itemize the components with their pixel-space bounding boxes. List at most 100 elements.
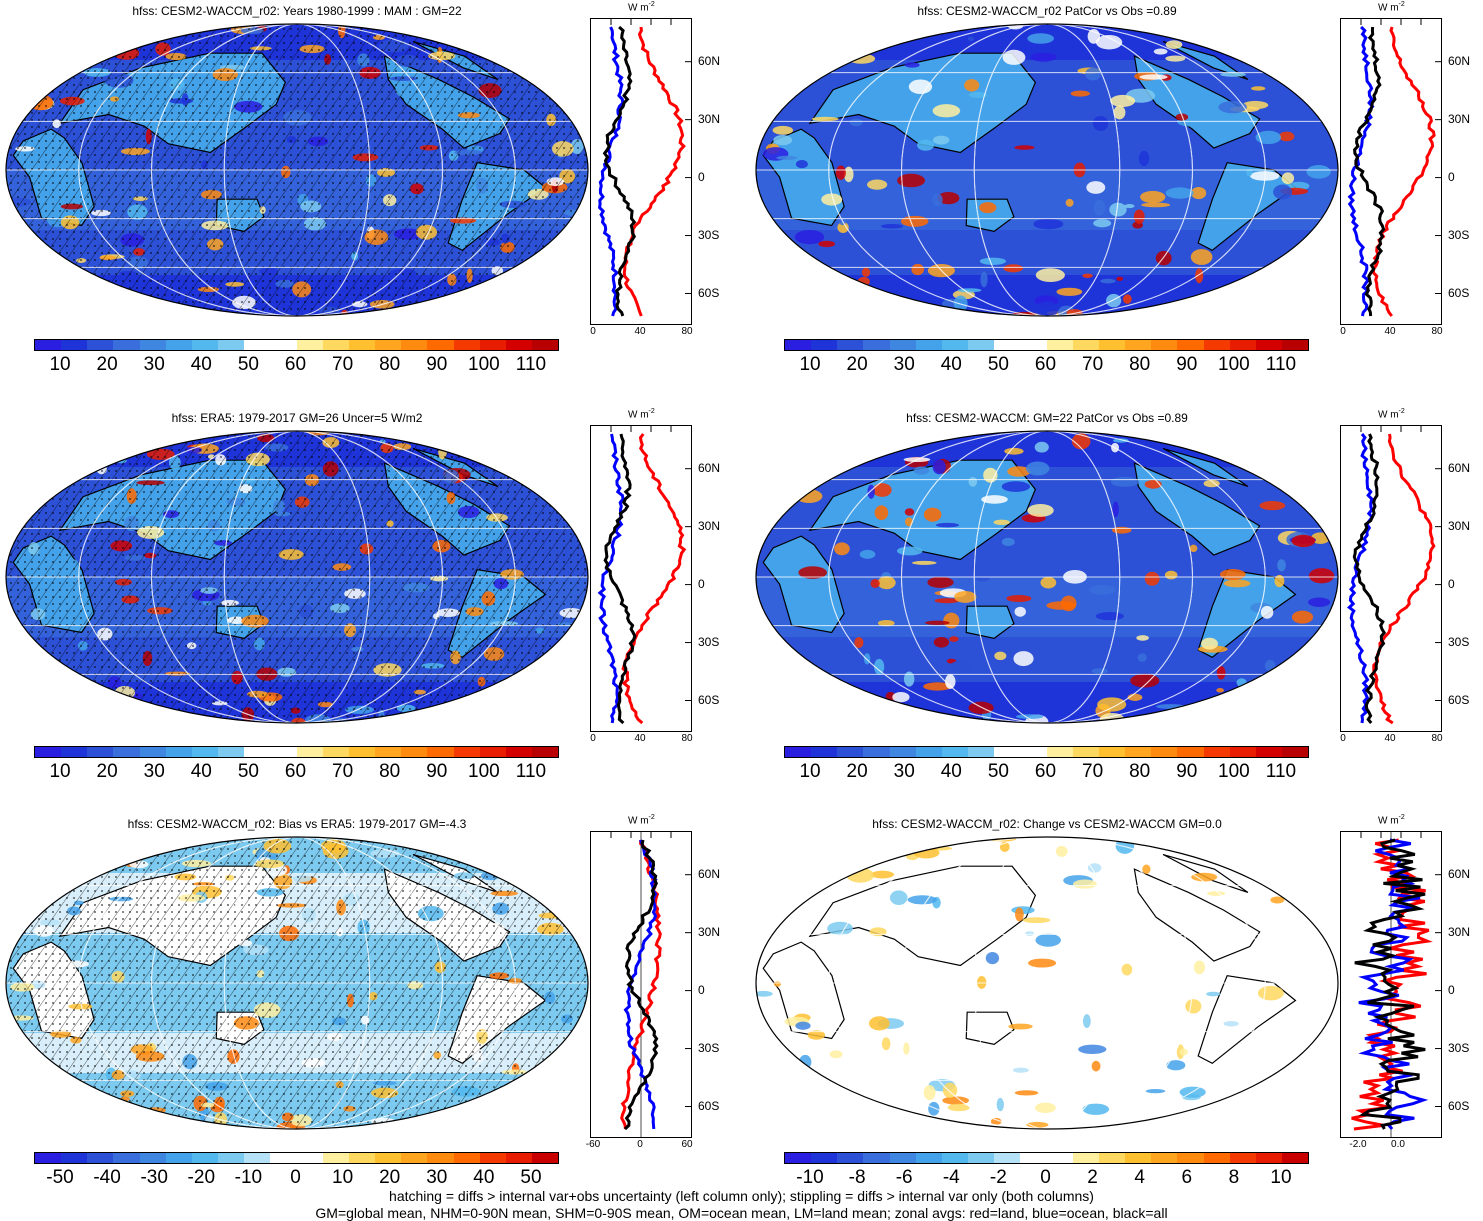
colorbar-swatch <box>35 340 62 350</box>
colorbar-swatch <box>61 747 88 757</box>
panel-title: hfss: CESM2-WACCM_r02 PatCor vs Obs =0.8… <box>917 4 1177 18</box>
map-border <box>5 430 589 724</box>
latitude-label: 60S <box>1448 1098 1470 1113</box>
colorbar-swatch <box>244 747 271 757</box>
colorbar-swatch <box>113 747 140 757</box>
unit-text: W m <box>1378 815 1399 827</box>
continent-outline <box>965 198 1015 232</box>
colorbar-swatch <box>1255 1153 1282 1163</box>
colorbar-swatch <box>837 747 864 757</box>
world-map <box>755 430 1339 724</box>
continent-outline <box>1162 40 1249 81</box>
unit-exponent: -2 <box>648 814 655 821</box>
colorbar-swatch <box>994 747 1021 757</box>
continent-outline <box>1162 447 1249 488</box>
latitude-label: 30S <box>698 634 720 649</box>
colorbar-swatch <box>479 1153 506 1163</box>
zonal-mean-plot <box>1340 425 1442 732</box>
unit-exponent: -2 <box>1398 408 1405 415</box>
colorbar-swatch <box>375 340 402 350</box>
latitude-label: 60S <box>1448 692 1470 707</box>
colorbar-swatch <box>218 1153 245 1163</box>
zonal-axis-tick: 40 <box>634 326 646 337</box>
colorbar-swatch <box>1151 340 1178 350</box>
colorbar-swatch <box>453 1153 480 1163</box>
colorbar-swatch <box>61 1153 88 1163</box>
colorbar-swatch <box>1072 747 1099 757</box>
continent-outline <box>965 1011 1015 1045</box>
colorbar <box>784 746 1309 758</box>
colorbar-swatch <box>785 747 812 757</box>
zonal-axis-tick: 60 <box>681 1139 693 1150</box>
colorbar-swatch <box>348 747 376 757</box>
latitude-label: 0 <box>698 982 705 997</box>
colorbar-swatch <box>35 1153 62 1163</box>
colorbar-swatch <box>453 340 480 350</box>
map-border <box>5 836 589 1130</box>
colorbar-swatch <box>322 747 349 757</box>
colorbar-swatch <box>1229 1153 1256 1163</box>
colorbar-swatch <box>401 747 428 757</box>
colorbar-swatch <box>941 340 969 350</box>
zonal-unit-label: W m-2 <box>628 814 655 826</box>
land-zonal-line <box>622 26 686 317</box>
colorbar-swatch <box>1098 340 1126 350</box>
footer-line-2: GM=global mean, NHM=0-90N mean, SHM=0-90… <box>315 1205 1168 1221</box>
colorbar-labels: 10 20 30 40 50 60 70 80 90 100 110 <box>799 354 1297 375</box>
colorbar-swatch <box>889 340 916 350</box>
ocean-zonal-line <box>1358 838 1429 1130</box>
colorbar-swatch <box>139 340 166 350</box>
latitude-label: 30N <box>698 518 721 533</box>
unit-text: W m <box>628 815 649 827</box>
colorbar-swatch <box>531 340 559 350</box>
latitude-label: 0 <box>1448 982 1455 997</box>
land-zonal-line <box>1372 433 1436 725</box>
colorbar-swatch <box>427 747 454 757</box>
latitude-label: 60S <box>698 285 720 300</box>
colorbar-swatch <box>244 340 271 350</box>
ocean-zonal-line <box>597 433 625 724</box>
colorbar-swatch <box>811 340 838 350</box>
colorbar-swatch <box>139 1153 166 1163</box>
colorbar-swatch <box>1151 747 1178 757</box>
colorbar-swatch <box>1072 1153 1099 1163</box>
colorbar-swatch <box>427 1153 454 1163</box>
graticule <box>6 431 588 723</box>
latitude-label: 60N <box>698 866 721 881</box>
zonal-axis-tick: 0 <box>637 1139 643 1150</box>
colorbar-swatch <box>1046 1153 1073 1163</box>
latitude-label: 30N <box>1448 111 1471 126</box>
colorbar-swatch <box>811 747 838 757</box>
colorbar-swatch <box>915 1153 942 1163</box>
zonal-axis-tick: 80 <box>681 733 693 744</box>
colorbar-swatch <box>1229 747 1256 757</box>
colorbar-swatch <box>1020 1153 1047 1163</box>
continent-outline <box>965 605 1015 639</box>
zonal-mean-plot <box>1340 831 1442 1138</box>
unit-text: W m <box>1378 2 1399 14</box>
colorbar-swatch <box>453 747 480 757</box>
zonal-unit-label: W m-2 <box>628 408 655 420</box>
colorbar-swatch <box>296 747 323 757</box>
all-zonal-line <box>623 839 659 1131</box>
colorbar-labels: 10 20 30 40 50 60 70 80 90 100 110 <box>49 354 547 375</box>
world-map <box>5 430 589 724</box>
latitude-label: 60S <box>698 692 720 707</box>
latitude-label: 30S <box>698 1040 720 1055</box>
latitude-label: 0 <box>698 576 705 591</box>
colorbar-swatch <box>1125 340 1152 350</box>
latitude-label: 30S <box>1448 634 1470 649</box>
colorbar-swatch <box>113 340 140 350</box>
graticule <box>756 431 1338 723</box>
colorbar-swatch <box>218 747 245 757</box>
zonal-axis-tick: 0.0 <box>1391 1139 1405 1150</box>
latitude-label: 60S <box>1448 285 1470 300</box>
unit-text: W m <box>628 2 649 14</box>
zonal-axis-tick: 40 <box>1384 733 1396 744</box>
colorbar-swatch <box>994 340 1021 350</box>
colorbar-swatch <box>505 1153 532 1163</box>
colorbar <box>34 746 559 758</box>
graticule <box>756 837 1338 1129</box>
world-map <box>5 836 589 1130</box>
latitude-label: 30S <box>698 227 720 242</box>
